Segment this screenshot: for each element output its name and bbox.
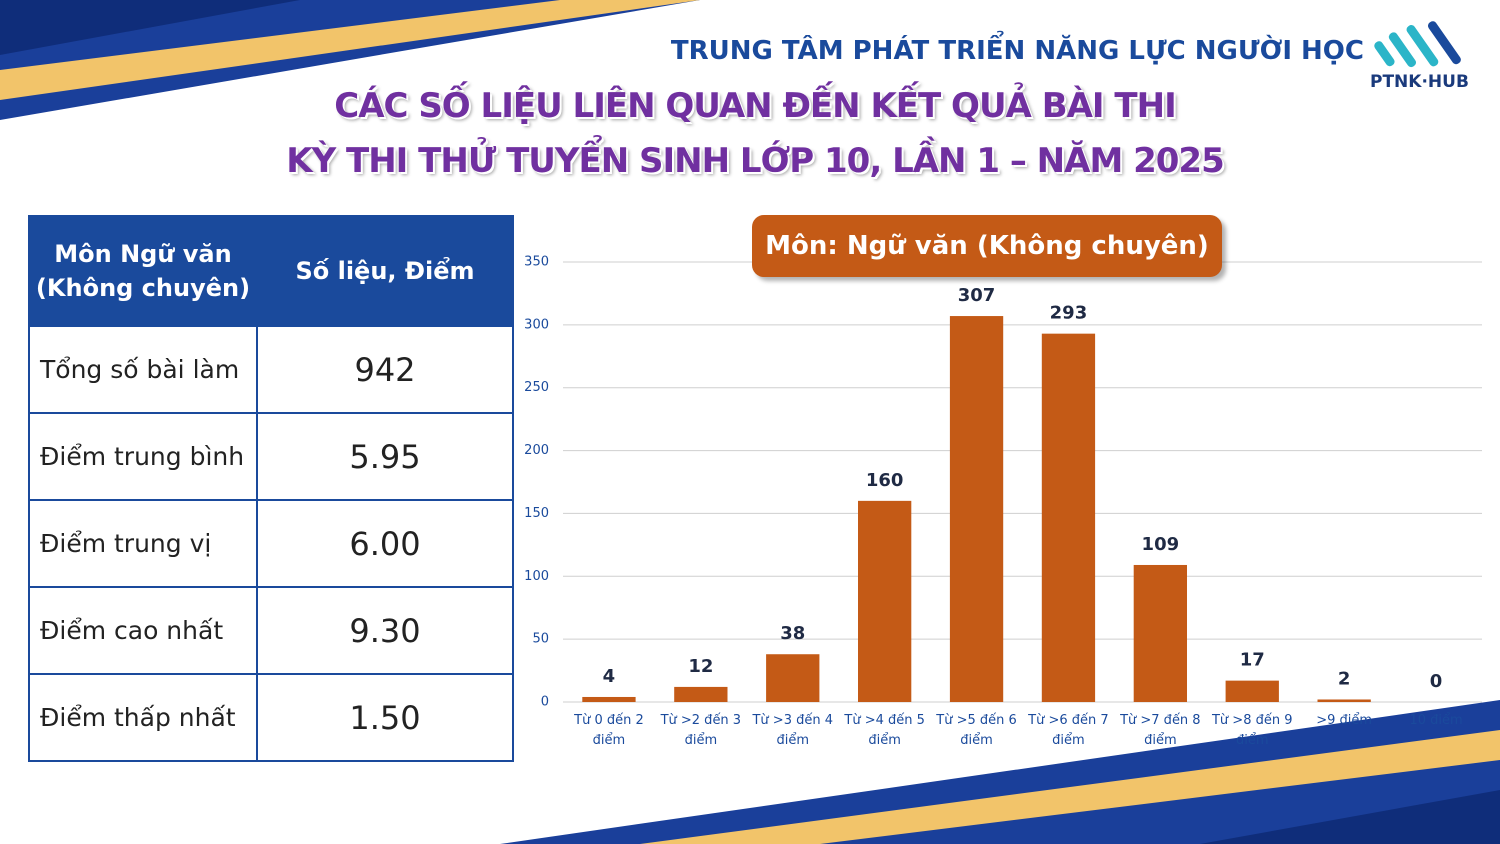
x-tick-label: Từ >6 đến 7 điểm <box>1028 713 1109 748</box>
x-tick-label: Từ >5 đến 6 điểm <box>936 713 1017 748</box>
y-tick-label: 150 <box>524 506 549 521</box>
x-tick-label: >9 điểm <box>1316 713 1373 728</box>
org-name: TRUNG TÂM PHÁT TRIỂN NĂNG LỰC NGƯỜI HỌC <box>670 36 1364 66</box>
y-tick-label: 100 <box>524 569 549 584</box>
data-label: 38 <box>780 623 805 644</box>
y-tick-label: 0 <box>541 695 549 710</box>
bar <box>1041 333 1096 702</box>
cell: 942 <box>256 325 514 414</box>
bar <box>1317 699 1371 702</box>
y-tick-label: 350 <box>524 255 549 270</box>
data-label: 109 <box>1142 534 1180 555</box>
bar <box>1225 680 1279 702</box>
cell: Tổng số bài làm <box>28 325 258 414</box>
cell: Điểm trung bình <box>28 412 258 501</box>
data-label: 2 <box>1338 668 1351 689</box>
bar <box>949 316 1004 702</box>
bar <box>766 654 820 702</box>
bar <box>857 500 912 702</box>
table-header: Môn Ngữ văn (Không chuyên) <box>28 215 258 327</box>
cell: Điểm trung vị <box>28 499 258 588</box>
logo-text: PTNK·HUB <box>1370 72 1469 92</box>
y-tick-label: 300 <box>524 317 549 332</box>
cell: Điểm thấp nhất <box>28 673 258 762</box>
x-tick-label: Từ 0 đến 2 điểm <box>574 713 644 748</box>
cell: Điểm cao nhất <box>28 586 258 675</box>
cell: 6.00 <box>256 499 514 588</box>
data-label: 293 <box>1050 303 1088 324</box>
data-label: 307 <box>958 285 996 306</box>
x-tick-label: Từ >8 đến 9 điểm <box>1211 713 1293 748</box>
x-tick-label: 10 điểm <box>1409 713 1463 728</box>
x-tick-label: Từ >4 đến 5 điểm <box>844 713 925 748</box>
y-tick-label: 250 <box>524 380 549 395</box>
x-tick-label: Từ >2 đến 3 điểm <box>660 713 742 748</box>
data-label: 4 <box>603 666 616 687</box>
bar <box>1133 564 1188 702</box>
bar <box>582 696 636 702</box>
cell: 5.95 <box>256 412 514 501</box>
x-tick-label: Từ >3 đến 4 điểm <box>752 713 833 748</box>
data-label: 17 <box>1240 650 1265 671</box>
data-label: 0 <box>1430 671 1443 692</box>
y-tick-label: 50 <box>532 632 549 647</box>
y-tick-label: 200 <box>524 443 549 458</box>
cell: 1.50 <box>256 673 514 762</box>
bar <box>674 686 728 702</box>
stats-table: Môn Ngữ văn (Không chuyên) Số liệu, Điểm … <box>28 215 514 762</box>
chart-title: Môn: Ngữ văn (Không chuyên) <box>752 215 1222 277</box>
data-label: 160 <box>866 470 904 491</box>
title: KỲ THI THỬ TUYỂN SINH LỚP 10, LẦN 1 – NĂ… <box>286 141 1225 181</box>
x-tick-label: Từ >7 đến 8 điểm <box>1120 713 1201 748</box>
data-label: 12 <box>688 656 713 677</box>
title: CÁC SỐ LIỆU LIÊN QUAN ĐẾN KẾT QUẢ BÀI TH… <box>334 86 1176 126</box>
cell: 9.30 <box>256 586 514 675</box>
table-header: Số liệu, Điểm <box>256 215 514 327</box>
